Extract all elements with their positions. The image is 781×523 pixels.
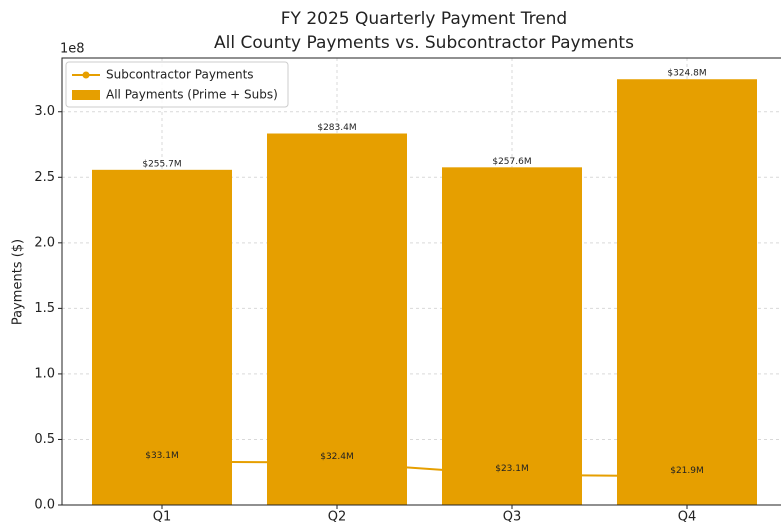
chart-subtitle: All County Payments vs. Subcontractor Pa…	[214, 33, 634, 53]
y-tick-label: 2.5	[34, 170, 55, 185]
y-tick-label: 1.5	[34, 301, 55, 316]
bar	[617, 79, 757, 505]
x-tick-label: Q3	[503, 510, 522, 523]
offset-label: 1e8	[60, 42, 85, 57]
legend-label: All Payments (Prime + Subs)	[106, 88, 278, 102]
y-tick-label: 0.0	[34, 498, 55, 513]
y-tick-label: 1.0	[34, 366, 55, 381]
plot-frame	[61, 57, 781, 506]
line	[161, 460, 688, 478]
line-value-label: $32.4M	[320, 452, 354, 462]
bar-value-label: $257.6M	[492, 157, 531, 167]
y-axis-label: Payments ($)	[11, 239, 26, 325]
line-value-label: $33.1M	[145, 451, 179, 461]
y-tick-label: 3.0	[34, 104, 55, 119]
legend-swatch	[72, 90, 100, 100]
y-tick-label: 2.0	[34, 235, 55, 250]
x-tick-label: Q1	[153, 510, 172, 523]
legend-marker	[82, 71, 90, 79]
chart-title: FY 2025 Quarterly Payment Trend	[281, 9, 567, 29]
y-tick-label: 0.5	[34, 432, 55, 447]
line-value-label: $23.1M	[495, 464, 529, 474]
x-tick-label: Q4	[678, 510, 697, 523]
bar	[267, 133, 407, 505]
bar-value-label: $255.7M	[142, 159, 181, 169]
bar-value-label: $283.4M	[317, 123, 356, 133]
bar-value-label: $324.8M	[667, 69, 706, 79]
line-value-label: $21.9M	[670, 466, 704, 476]
x-tick-label: Q2	[328, 510, 347, 523]
bar	[442, 167, 582, 505]
legend-label: Subcontractor Payments	[106, 68, 254, 82]
legend-frame	[65, 61, 289, 108]
legend: Subcontractor Payments All Payments (Prim…	[65, 61, 289, 108]
bar	[92, 169, 232, 505]
